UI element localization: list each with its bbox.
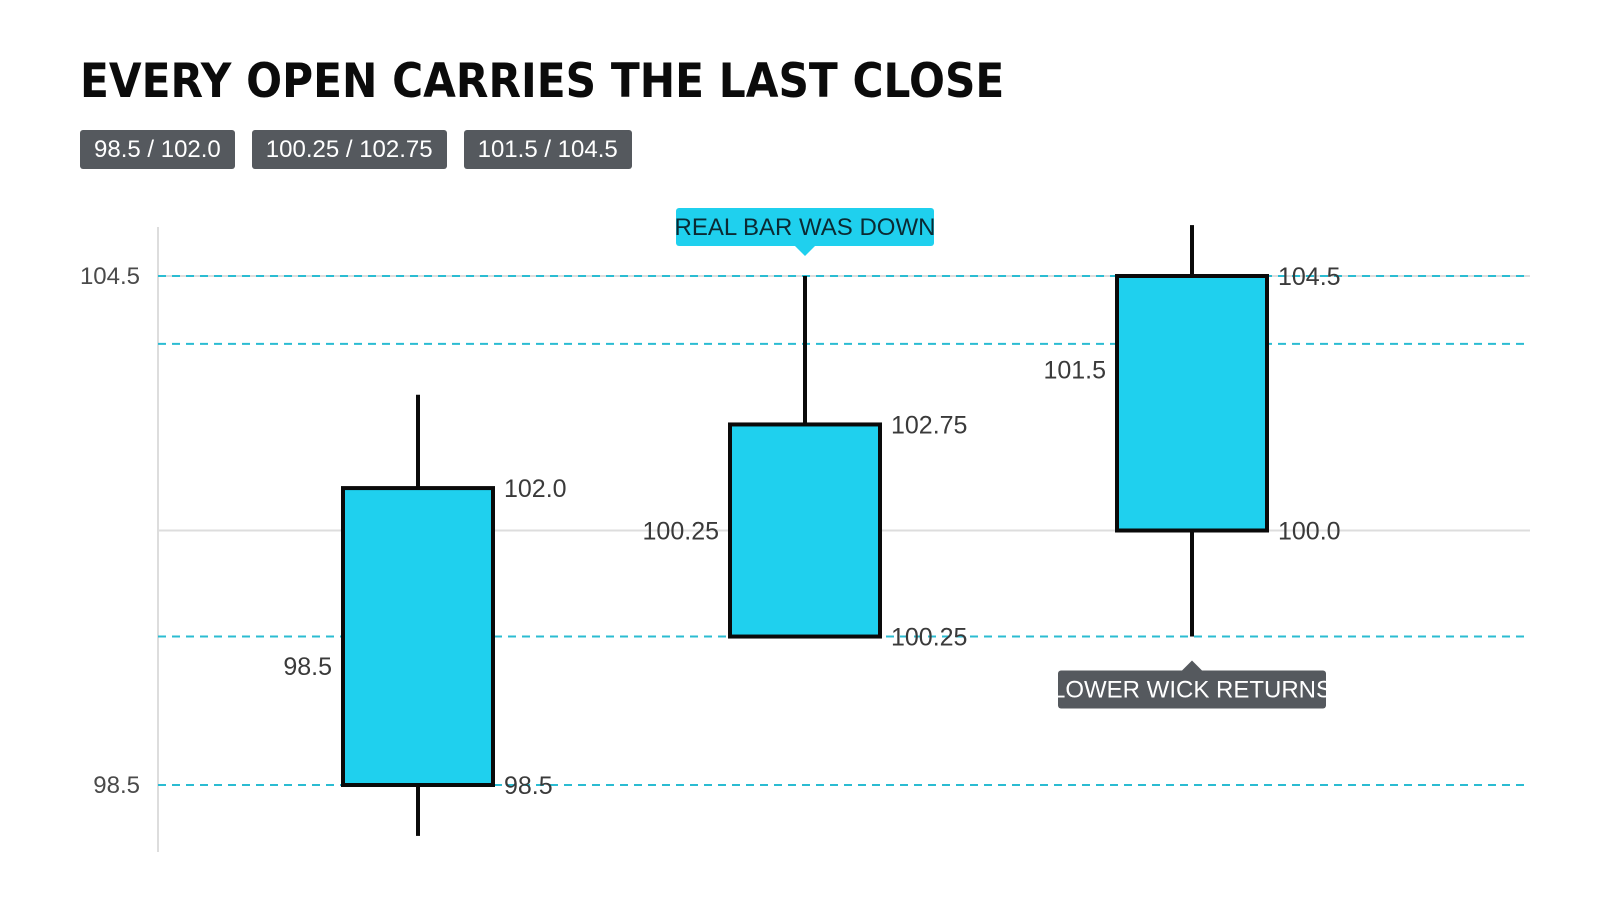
callout-label: LOWER WICK RETURNS: [1052, 677, 1332, 704]
callout-pointer: [1182, 660, 1202, 671]
body-low-value-label: 100.25: [891, 624, 967, 652]
open-value-label: 101.5: [1043, 356, 1106, 384]
close-value-label: 102.0: [504, 475, 567, 503]
callout-label: REAL BAR WAS DOWN: [675, 214, 936, 241]
callout-lower-wick: LOWER WICK RETURNS: [1052, 660, 1332, 709]
candle: 102.75 100.25 100.25: [643, 276, 967, 652]
price-chip: 101.5 / 104.5: [463, 130, 632, 169]
candle: 102.0 98.5 98.5: [283, 394, 567, 836]
open-value-label: 98.5: [283, 653, 332, 681]
callout-pointer: [795, 246, 815, 256]
chart-title: EVERY OPEN CARRIES THE LAST CLOSE: [80, 54, 1005, 109]
body-low-value-label: 98.5: [504, 772, 553, 800]
body-low-value-label: 100.0: [1278, 518, 1341, 546]
close-value-label: 104.5: [1278, 263, 1341, 291]
callout-box: [676, 208, 934, 246]
candle-body: [341, 486, 495, 787]
callout-real-bar: REAL BAR WAS DOWN: [675, 208, 936, 256]
callout-box: [1058, 670, 1326, 709]
candle: 104.5 100.0 101.5: [1043, 225, 1341, 637]
price-chips: 98.5 / 102.0 100.25 / 102.75 101.5 / 104…: [80, 130, 632, 169]
price-chip: 100.25 / 102.75: [251, 130, 447, 169]
price-chip: 98.5 / 102.0: [80, 130, 235, 169]
y-tick-label: 104.5: [80, 263, 140, 290]
open-value-label: 100.25: [643, 518, 719, 546]
candle-body: [728, 422, 882, 639]
close-value-label: 102.75: [891, 411, 967, 439]
candle-body: [1115, 274, 1269, 533]
y-tick-label: 98.5: [93, 772, 140, 799]
